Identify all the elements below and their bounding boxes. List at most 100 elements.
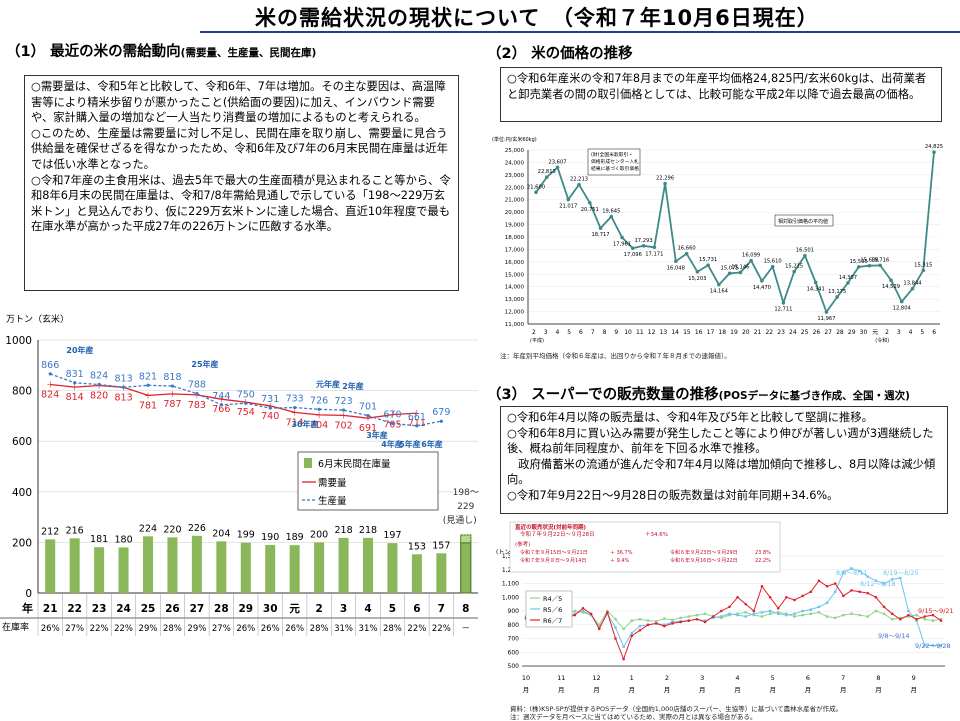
info-label: 令和７年９月15日～９月21日 [520,549,588,556]
sales-marker [598,623,601,626]
demand-marker: ＋ [388,411,396,420]
demand-value-label: 691 [359,423,377,434]
sales-marker [882,612,886,615]
sales-marker [581,606,585,610]
year-annotation: 3年産 [366,430,388,440]
y-tick-label: 900 [508,608,520,615]
sales-marker [671,618,674,622]
stock-value-label: 181 [90,534,108,545]
price-value-label: 14,307 [839,275,857,281]
sales-volume-chart: (トン)5006007008009001,0001,1001,2001,3001… [496,521,954,694]
rate-row-label: 在庫率 [2,621,29,633]
sales-marker [581,611,585,614]
stock-rate-label: 22% [114,624,133,634]
legend-stock-label: 6月末民間在庫量 [318,458,391,470]
x-tick-label: 3 [340,603,347,615]
production-marker [366,414,370,418]
price-value-label: 22,813 [538,169,556,175]
sales-marker [776,606,780,610]
y-tick-label: 11,000 [505,322,525,328]
x-tick-label: 4 [556,329,560,336]
stock-bar [387,543,398,593]
x-tick-label: 15 [683,329,691,336]
production-value-label: 831 [66,369,84,380]
x-tick-label: 月 [558,686,565,694]
x-tick-label: 13 [660,329,668,336]
stock-rate-label: 29% [187,624,206,634]
info-label: 令和６年９月16日～９月22日 [670,557,738,564]
sales-marker [671,620,674,624]
production-value-label: 866 [41,360,59,371]
y-tick-label: 15,000 [505,272,525,278]
sales-marker [817,605,821,609]
price-marker [749,258,753,263]
sales-marker [703,612,707,615]
week-annotation: 8/19～8/25 [883,569,919,577]
stock-rate-label: 22% [90,624,109,634]
price-marker [824,310,829,314]
forecast-bar-range [460,534,472,544]
production-marker [219,403,223,407]
sales-marker [907,609,910,613]
x-tick-label: 14 [671,329,679,336]
x-tick-label: 月 [699,686,706,694]
stock-bar [167,537,178,593]
x-tick-label: 12 [648,329,656,336]
demand-value-label: 702 [334,420,352,431]
price-marker [781,300,786,305]
sales-marker [923,618,926,621]
x-tick-label: 7 [438,603,445,615]
x-tick-label: 25 [141,603,156,615]
sales-marker [801,613,804,617]
sales-marker [890,612,894,616]
sales-marker [703,619,707,622]
sales-marker [785,613,788,617]
section1-heading: （1） 最近の米の需給動向(需要量、生産量、民間在庫) [6,44,317,60]
price-marker [566,197,571,202]
demand-marker: ＋ [71,383,79,392]
sales-marker [899,616,902,620]
sales-marker [842,571,845,574]
x-tick-label: 22 [765,329,773,336]
price-value-label: 16,048 [667,265,685,271]
stock-value-label: 197 [383,530,401,541]
stock-value-label: 204 [212,528,230,539]
sales-marker [728,613,731,617]
demand-value-label: 754 [237,407,255,418]
x-tick-label: 10 [522,674,530,682]
sales-marker [874,595,878,599]
price-marker [544,175,549,179]
legend-production-label: 生産量 [318,495,347,507]
y-axis-unit: (トン) [496,549,513,556]
stock-value-label: 218 [334,525,352,536]
sales-marker [711,615,715,618]
sales-note: 注：週次データを月ベースに当てはめているため、実際の月とは異なる場合がある。 [510,713,757,721]
y-tick-label: 16,000 [505,260,525,266]
sales-marker [793,598,796,602]
year-annotation: 4年産 [381,439,403,449]
production-value-label: 824 [90,371,108,382]
y-tick-label: 21,000 [505,198,525,204]
price-marker [577,182,581,187]
sales-marker [638,624,642,628]
y-tick-label: 25,000 [505,148,525,154]
sales-marker [801,594,804,598]
price-marker [706,263,710,268]
x-tick-label: 10 [624,329,632,336]
production-value-label: 661 [408,412,426,423]
sales-marker [679,616,682,620]
sales-marker [736,613,739,617]
price-value-label: 15,688 [860,258,878,264]
sales-marker [573,609,577,613]
price-marker [760,279,764,283]
sales-marker [768,609,772,613]
sales-marker [744,615,747,618]
y-tick-label: 600 [12,436,32,448]
stock-bar [436,553,447,593]
sales-marker [630,619,633,622]
stock-bar [363,537,373,593]
demand-value-label: 766 [212,404,230,415]
price-value-label: 20,751 [581,207,599,213]
x-tick-label: 5 [920,329,924,336]
callout-text: 相対取引価格の平均値 [778,218,828,225]
